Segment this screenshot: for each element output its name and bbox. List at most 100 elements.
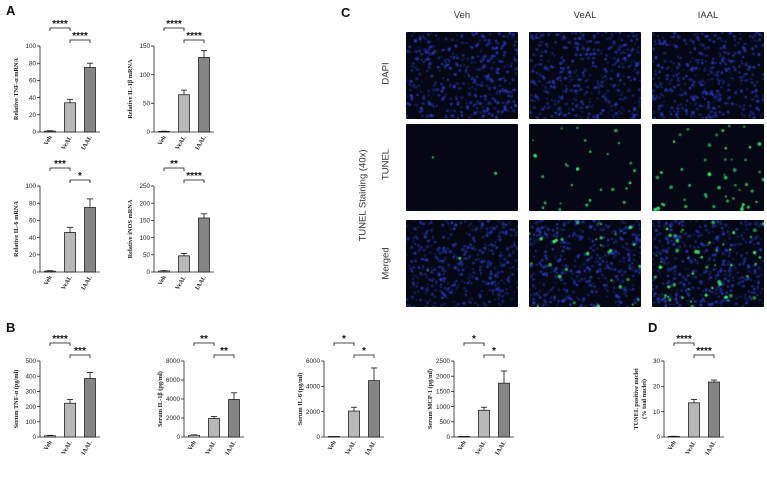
category-label: VeAL — [60, 135, 74, 152]
significance-label: **** — [166, 19, 182, 30]
y-tick-label: 4000 — [306, 384, 321, 391]
significance-label: **** — [186, 31, 202, 42]
significance-label: **** — [52, 334, 68, 345]
y-tick-label: 0 — [32, 129, 36, 136]
significance-bracket — [673, 342, 695, 346]
y-axis-label: Serum IL-1β (pg/ml) — [157, 371, 164, 427]
y-tick-label: 2000 — [436, 373, 451, 380]
y-tick-label: 100 — [139, 235, 150, 242]
category-label: IAAL — [494, 440, 508, 457]
chart-il6-mrna: 0 20 40 60 80 100 Relative IL-6 mRNA Veh VeAL IAA… — [6, 159, 136, 310]
significance-label: ** — [220, 346, 228, 357]
y-tick-label: 400 — [25, 373, 36, 380]
y-axis-label: Serum MCP-1 (pg/ml) — [427, 369, 434, 429]
significance-bracket — [163, 167, 185, 171]
micrograph-merged-veal — [529, 220, 641, 307]
micrograph-tunel-veal — [529, 124, 641, 211]
category-label: Veh — [457, 439, 468, 452]
serum_tnf-svg: 0 100 200 300 400 500 Serum TNF-α (pg/ml) Veh Ve… — [13, 334, 100, 457]
category-label: IAAL — [194, 275, 208, 292]
micrograph-merged-veal-canvas — [529, 220, 641, 307]
bar-veal — [478, 409, 490, 438]
micrograph-title: TUNEL Staining (40x) — [357, 149, 369, 242]
significance-bracket — [183, 179, 205, 183]
tnf_mrna-svg: 0 20 40 60 80 100 Relative TNF-α mRNA Veh VeAL IA… — [13, 19, 100, 152]
y-tick-label: 10 — [653, 409, 661, 416]
y-tick-label: 50 — [143, 252, 151, 259]
chart-inos-mrna: 0 50 100 150 200 250 Relative iNOS mRNA Veh VeAL… — [120, 159, 250, 310]
bar-iaal — [708, 381, 720, 438]
bar-iaal — [368, 380, 380, 438]
y-tick-label: 500 — [439, 419, 450, 426]
y-axis-label: Relative iNOS mRNA — [127, 199, 134, 258]
significance-label: **** — [52, 19, 68, 30]
significance-bracket — [69, 354, 91, 358]
significance-label: *** — [74, 346, 86, 357]
category-label: VeAL — [60, 275, 74, 292]
category-label: IAAL — [364, 440, 378, 457]
significance-bracket — [69, 39, 91, 43]
chart-serum-il6: 0 2000 4000 6000 Serum IL-6 (pg/ml) Veh VeAL IA… — [290, 334, 420, 475]
significance-label: * — [472, 334, 476, 345]
bar-iaal — [84, 378, 96, 438]
bar-veh — [188, 434, 200, 438]
category-label: IAAL — [80, 135, 94, 152]
significance-label: **** — [72, 31, 88, 42]
micrograph-dapi-veal-canvas — [529, 32, 641, 119]
micrograph-tunel-veh — [406, 124, 518, 211]
category-label: IAAL — [224, 440, 238, 457]
panel-letter-a: A — [6, 3, 16, 18]
significance-bracket — [49, 27, 71, 31]
micrograph-dapi-iaal — [652, 32, 764, 119]
chart-il1b-mrna: 0 50 100 150 Relative IL-1β mRNA Veh VeAL IAAL *… — [120, 19, 250, 170]
category-label: Veh — [43, 274, 54, 287]
micrograph-merged-iaal-canvas — [652, 220, 764, 307]
chart-serum-tnf: 0 100 200 300 400 500 Serum TNF-α (pg/ml) Veh Ve… — [6, 334, 136, 475]
significance-label: * — [78, 171, 82, 182]
significance-label: * — [362, 346, 366, 357]
y-tick-label: 4000 — [166, 396, 181, 403]
category-label: Veh — [157, 134, 168, 147]
bar-veal — [64, 102, 76, 133]
y-tick-label: 50 — [143, 101, 151, 108]
micrograph-dapi-veal — [529, 32, 641, 119]
il6_mrna-svg: 0 20 40 60 80 100 Relative IL-6 mRNA Veh VeAL IAA… — [13, 159, 100, 292]
bar-iaal — [84, 207, 96, 273]
y-tick-label: 0 — [146, 269, 150, 276]
category-label: VeAL — [474, 440, 488, 457]
micrograph-row-dapi: DAPI — [380, 62, 392, 85]
micrograph-tunel-iaal — [652, 124, 764, 211]
micrograph-dapi-veh-canvas — [406, 32, 518, 119]
significance-bracket — [483, 354, 505, 358]
serum_il6-svg: 0 2000 4000 6000 Serum IL-6 (pg/ml) Veh VeAL IA… — [297, 334, 384, 457]
panel-letter-c: C — [341, 5, 351, 20]
significance-bracket — [353, 354, 375, 358]
bar-iaal — [198, 57, 210, 133]
y-tick-label: 2000 — [306, 409, 321, 416]
y-tick-label: 0 — [146, 129, 150, 136]
significance-label: * — [342, 334, 346, 345]
category-label: VeAL — [60, 440, 74, 457]
y-tick-label: 150 — [139, 218, 150, 225]
bar-veal — [688, 402, 700, 438]
y-tick-label: 60 — [29, 78, 37, 85]
panel-letter-b: B — [6, 320, 16, 335]
micrograph-merged-iaal — [652, 220, 764, 307]
y-tick-label: 100 — [25, 419, 36, 426]
y-axis-label: Relative TNF-α mRNA — [13, 57, 20, 120]
y-tick-label: 100 — [25, 183, 36, 190]
y-axis-label: Relative IL-1β mRNA — [127, 59, 134, 119]
micrograph-col-veal: VeAL — [573, 10, 597, 21]
significance-bracket — [49, 342, 71, 346]
y-tick-label: 100 — [25, 43, 36, 50]
y-axis-label: (% toal nuclei) — [641, 379, 648, 419]
micrograph-row-tunel: TUNEL — [380, 148, 392, 181]
y-tick-label: 0 — [32, 434, 36, 441]
bar-veh — [458, 436, 470, 438]
y-tick-label: 80 — [29, 60, 37, 67]
significance-label: ** — [200, 334, 208, 345]
significance-label: **** — [186, 171, 202, 182]
bar-veh — [44, 435, 56, 438]
y-axis-label: TUNEL positive nuclei — [633, 368, 640, 429]
